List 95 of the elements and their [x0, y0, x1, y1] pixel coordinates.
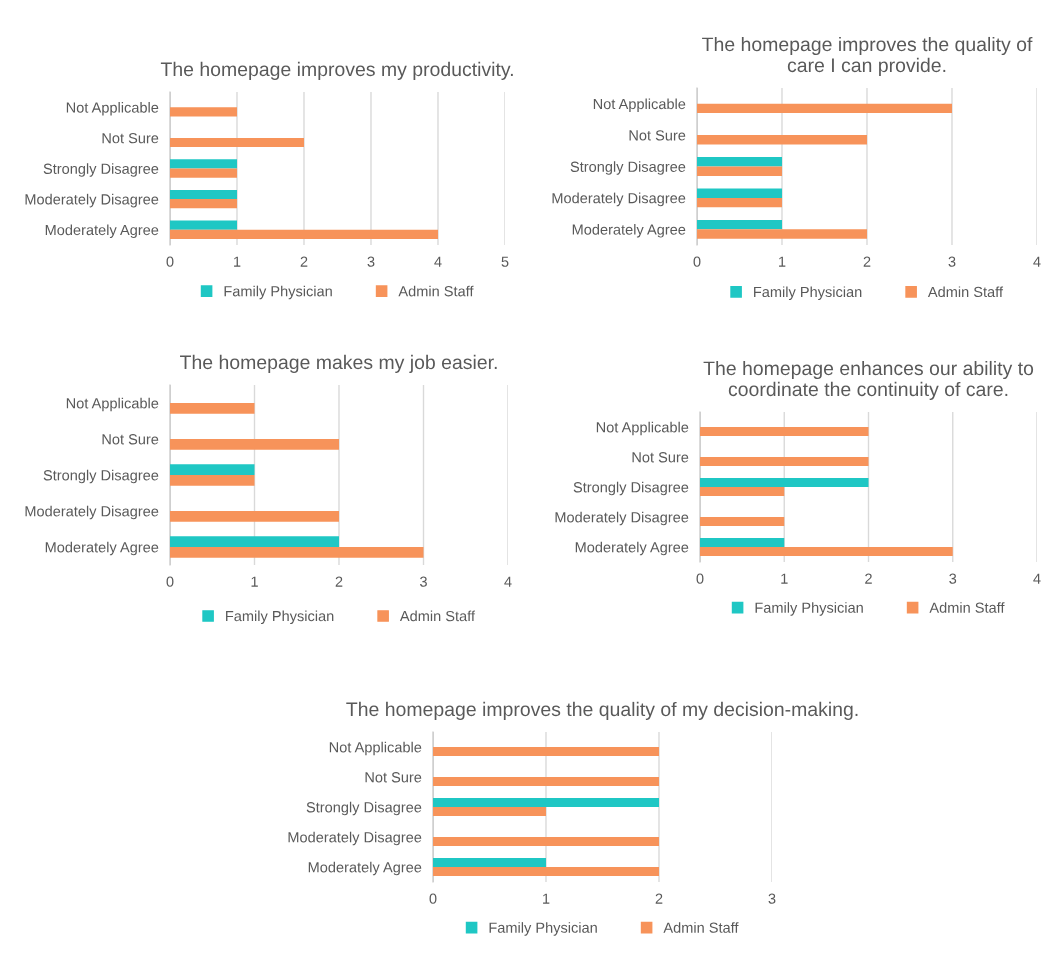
chart-title: The homepage improves the quality of care I can provide.: [702, 36, 1033, 76]
x-tick-label: 2: [865, 573, 872, 584]
x-tick-label: 4: [1033, 256, 1041, 267]
x-tick-label: 1: [234, 256, 241, 267]
bar: [697, 103, 952, 114]
bar: [170, 107, 237, 117]
y-tick-label: Not Sure: [365, 772, 422, 783]
legend-label: Admin Staff: [927, 286, 1004, 298]
x-tick-label: 0: [429, 893, 437, 904]
legend-label: Family Physician: [754, 286, 862, 300]
y-tick-label: Moderately Disagree: [552, 192, 686, 207]
x-tick-label: 0: [166, 256, 174, 267]
x-tick-label: 1: [543, 893, 550, 904]
legend-label: Admin Staff: [398, 285, 474, 297]
x-tick-label: 1: [779, 256, 786, 267]
legend-label: Family Physician: [755, 602, 863, 616]
y-tick-label: Not Sure: [102, 133, 159, 144]
y-tick-label: Not Sure: [629, 130, 686, 141]
bar: [170, 475, 255, 486]
y-tick-label: Moderately Agree: [45, 224, 159, 239]
chart-title: The homepage improves my productivity.: [160, 61, 513, 80]
bar: [700, 478, 869, 487]
bar: [700, 457, 869, 466]
legend-label: Admin Staff: [663, 922, 739, 933]
bar: [697, 219, 782, 230]
chart-title: The homepage improves the quality of my decision-making.: [346, 701, 858, 720]
bar: [697, 197, 782, 208]
x-tick-label: 4: [1033, 573, 1041, 584]
bar: [700, 538, 785, 547]
x-tick-label: 3: [948, 256, 956, 267]
chart-title: The homepage enhances our ability to coordinate the continuity of care.: [703, 360, 1034, 400]
y-tick-label: Moderately Disagree: [555, 511, 689, 526]
x-tick-label: 1: [251, 576, 258, 587]
y-tick-label: Not Sure: [632, 452, 689, 463]
y-tick-label: Not Applicable: [329, 741, 422, 756]
y-tick-label: Moderately Disagree: [288, 831, 422, 846]
x-tick-label: 4: [504, 576, 512, 587]
bar: [697, 188, 782, 198]
x-tick-label: 3: [420, 576, 427, 587]
y-tick-label: Strongly Disagree: [306, 801, 422, 816]
y-tick-label: Strongly Disagree: [43, 469, 159, 484]
bar: [700, 517, 785, 526]
y-tick-label: Not Applicable: [593, 98, 686, 113]
bar: [697, 157, 782, 167]
x-tick-label: 2: [300, 256, 308, 267]
bar: [170, 220, 237, 230]
bar: [697, 229, 867, 239]
bar: [170, 159, 237, 169]
x-tick-label: 3: [367, 256, 375, 267]
legend-label: Family Physician: [489, 922, 597, 936]
y-tick-label: Not Applicable: [66, 397, 159, 412]
legend-label: Family Physician: [226, 610, 334, 625]
bar: [170, 229, 438, 239]
bar: [700, 547, 953, 556]
y-tick-label: Strongly Disagree: [570, 161, 686, 175]
bar: [697, 166, 782, 176]
y-tick-label: Moderately Disagree: [25, 193, 159, 208]
bar: [170, 403, 255, 414]
x-tick-label: 3: [768, 893, 776, 904]
bar: [700, 487, 785, 496]
y-tick-label: Moderately Agree: [572, 224, 686, 238]
x-tick-label: 5: [501, 256, 509, 267]
y-tick-label: Moderately Agree: [575, 541, 689, 556]
x-tick-label: 2: [655, 893, 663, 904]
bar: [170, 199, 237, 209]
bar: [170, 439, 339, 450]
bar: [170, 189, 237, 200]
y-tick-label: Strongly Disagree: [573, 481, 689, 496]
bar: [170, 511, 339, 522]
y-tick-label: Not Applicable: [596, 421, 689, 436]
bar: [700, 427, 869, 436]
y-tick-label: Not Sure: [102, 434, 159, 445]
x-tick-label: 0: [166, 576, 174, 587]
x-tick-label: 0: [696, 573, 704, 584]
chart-title: The homepage makes my job easier.: [180, 354, 497, 373]
bar: [170, 137, 304, 148]
legend-label: Admin Staff: [399, 610, 476, 622]
y-tick-label: Moderately Agree: [308, 861, 422, 876]
legend-label: Family Physician: [224, 285, 332, 300]
x-tick-label: 2: [863, 256, 871, 267]
x-tick-label: 4: [434, 256, 442, 267]
x-tick-label: 0: [693, 256, 701, 267]
y-tick-label: Moderately Disagree: [25, 505, 159, 520]
x-tick-label: 2: [335, 576, 343, 587]
bar: [697, 135, 867, 145]
bar: [170, 168, 237, 178]
bar: [170, 547, 424, 558]
bar: [170, 464, 255, 475]
y-tick-label: Not Applicable: [66, 102, 159, 116]
y-tick-label: Moderately Agree: [45, 541, 159, 556]
x-tick-label: 1: [781, 573, 788, 584]
y-tick-label: Strongly Disagree: [43, 163, 159, 177]
legend-label: Admin Staff: [929, 602, 1005, 613]
bar: [170, 536, 339, 547]
x-tick-label: 3: [949, 573, 957, 584]
